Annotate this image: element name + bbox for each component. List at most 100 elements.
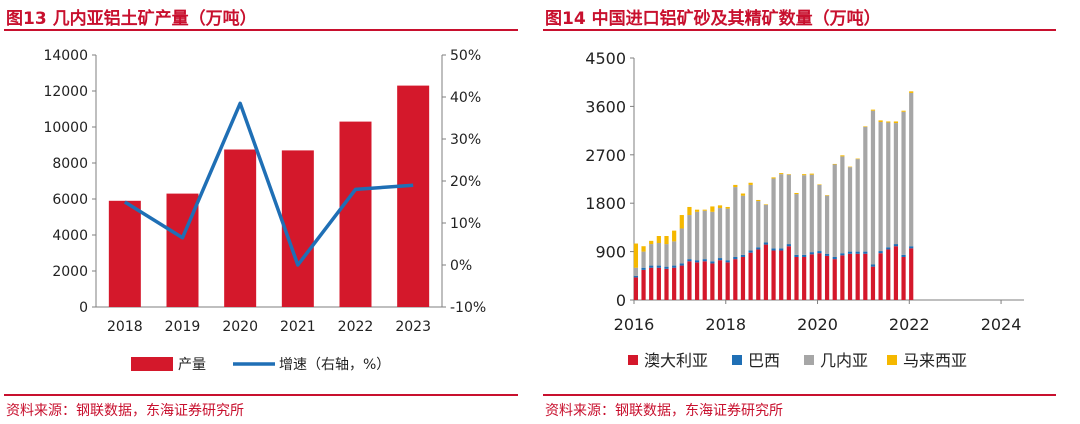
bar-segment-4-16	[756, 199, 761, 202]
bar-segment-4-24	[817, 184, 822, 185]
bar-segment-2-12	[725, 260, 730, 263]
bar-segment-3-16	[756, 201, 761, 248]
bar-segment-1-33	[886, 249, 891, 300]
bar-segment-1-4	[664, 268, 669, 300]
bar-segment-2-16	[756, 247, 761, 250]
bar-segment-1-30	[863, 253, 868, 300]
bar-segment-3-6	[679, 228, 684, 264]
left-tick-label: 8000	[52, 156, 88, 172]
right-tick-label: -10%	[450, 300, 486, 316]
bar-segment-4-27	[840, 155, 845, 157]
china-bauxite-imports-chart: 0 900 1800 2700 3600 4500 2016 2018 2020 2022 2024…	[585, 49, 1024, 370]
bar-segment-2-31	[870, 264, 876, 267]
right-tick-label: 20%	[450, 174, 481, 190]
bar-segment-1-13	[733, 259, 738, 300]
left-tick-label: 2000	[52, 264, 88, 280]
bar-segment-4-31	[870, 109, 876, 111]
bar-segment-1-10	[710, 263, 715, 300]
bar-segment-2-30	[863, 251, 868, 254]
bar-production-2018	[108, 200, 141, 307]
bar-segment-4-23	[809, 173, 814, 175]
bar-segment-3-29	[855, 159, 860, 252]
bar-segment-4-13	[733, 184, 738, 188]
bar-segment-3-31	[870, 110, 876, 265]
legend-swatch-production	[131, 357, 173, 371]
bar-segment-1-3	[656, 267, 661, 300]
bar-segment-4-26	[832, 163, 837, 165]
legend-label-growth: 增速（右轴，%）	[279, 357, 390, 373]
title-rule-left	[4, 29, 518, 31]
bar-segment-2-26	[832, 256, 837, 260]
right-tick-label: 10%	[450, 216, 481, 232]
bar-segment-3-34	[893, 123, 899, 245]
bar-segment-1-0	[633, 277, 639, 300]
bar-segment-3-3	[656, 242, 661, 266]
left-tick-label: 0	[79, 300, 88, 316]
bar-segment-2-10	[710, 261, 715, 264]
bar-segment-3-8	[694, 211, 700, 261]
bar-segment-4-5	[672, 230, 677, 242]
right-tick-label: 40%	[450, 90, 481, 106]
bar-segment-3-5	[672, 241, 677, 266]
x-tick-label: 2018	[107, 319, 143, 335]
bar-segment-1-14	[740, 256, 746, 300]
bar-segment-2-29	[855, 251, 860, 254]
bar-segment-2-3	[656, 265, 661, 268]
bar-segment-2-23	[809, 252, 814, 255]
bar-segment-1-18	[771, 250, 776, 300]
bar-segment-4-1	[641, 246, 646, 252]
bar-segment-2-34	[893, 244, 899, 247]
left-tick-label: 12000	[43, 84, 88, 100]
bar-segment-2-17	[763, 242, 769, 245]
x-tick-label: 2022	[338, 319, 374, 335]
legend-label-4: 马来西亚	[903, 351, 967, 370]
bar-segment-1-25	[824, 255, 830, 300]
bar-segment-1-36	[909, 248, 914, 300]
legend-label-production: 产量	[178, 357, 206, 373]
bar-segment-1-35	[901, 256, 906, 300]
bar-segment-1-22	[802, 256, 807, 300]
bar-segment-3-14	[740, 195, 746, 255]
bar-segment-2-7	[687, 259, 692, 262]
x-tick-label: 2020	[797, 315, 838, 334]
bar-segment-1-11	[717, 260, 723, 300]
x-tick-label: 2023	[395, 319, 431, 335]
x-tick-label: 2020	[222, 319, 258, 335]
bar-segment-2-1	[641, 267, 646, 270]
bar-segment-2-28	[847, 251, 853, 254]
legend-label-3: 几内亚	[820, 351, 868, 370]
bar-segment-2-4	[664, 266, 669, 269]
bar-segment-1-19	[779, 250, 784, 300]
bar-segment-3-18	[771, 178, 776, 249]
bar-segment-1-27	[840, 255, 845, 300]
bar-segment-2-19	[779, 248, 784, 251]
bar-segment-1-21	[794, 256, 799, 300]
bar-segment-1-9	[702, 261, 707, 300]
bar-segment-1-15	[748, 252, 753, 300]
left-tick-label: 4000	[52, 228, 88, 244]
bar-segment-3-2	[649, 244, 654, 266]
bar-segment-1-24	[817, 253, 822, 300]
bar-segment-3-12	[725, 208, 730, 261]
bar-segment-2-14	[740, 254, 746, 257]
bar-segment-2-35	[901, 254, 906, 257]
bar-segment-2-6	[679, 263, 684, 266]
bar-production-2021	[281, 150, 314, 307]
bar-segment-2-9	[702, 259, 707, 262]
bar-segment-1-28	[847, 253, 853, 300]
bar-segment-2-18	[771, 248, 776, 251]
bar-segment-2-15	[748, 250, 753, 253]
y-tick-label: 4500	[585, 49, 626, 68]
bar-segment-2-20	[786, 244, 791, 247]
legend-swatch-2	[732, 355, 742, 365]
y-tick-label: 3600	[585, 97, 626, 116]
bar-segment-2-22	[802, 254, 807, 257]
x-tick-label: 2022	[889, 315, 930, 334]
bar-segment-1-34	[893, 246, 899, 300]
source-rule-left	[4, 394, 518, 396]
bar-segment-4-18	[771, 177, 776, 179]
bar-segment-2-21	[794, 254, 799, 257]
bar-segment-4-36	[909, 91, 914, 93]
bar-segment-4-19	[779, 173, 784, 175]
y-tick-label: 2700	[585, 146, 626, 165]
